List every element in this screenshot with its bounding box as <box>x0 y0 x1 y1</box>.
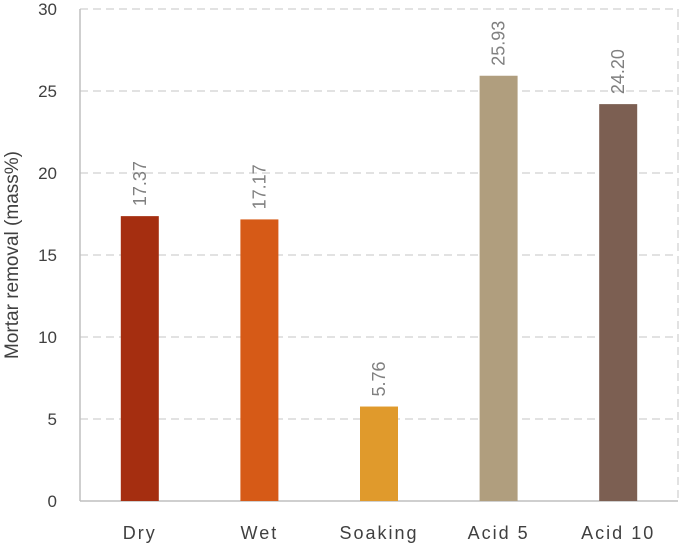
bar-acid-10 <box>599 104 638 502</box>
y-tick-label: 25 <box>38 82 57 101</box>
bars <box>120 75 638 502</box>
data-label: 24.20 <box>608 49 628 94</box>
y-tick-label: 5 <box>48 410 57 429</box>
data-labels: 17.37 17.17 5.76 25.93 24.20 <box>130 21 628 397</box>
data-label: 5.76 <box>369 361 389 396</box>
bar-wet <box>240 219 279 502</box>
x-tick-label: Acid 5 <box>468 523 530 543</box>
x-tick-label: Wet <box>241 523 279 543</box>
y-axis-title: Mortar removal (mass%) <box>2 151 23 359</box>
bar-acid-5 <box>479 75 518 502</box>
x-tick-label: Acid 10 <box>581 523 655 543</box>
data-label: 17.37 <box>130 161 150 206</box>
x-tick-label: Dry <box>123 523 157 543</box>
data-label: 25.93 <box>489 21 509 66</box>
y-tick-label: 0 <box>48 492 57 511</box>
x-axis-ticks: Dry Wet Soaking Acid 5 Acid 10 <box>123 523 655 543</box>
bar-soaking <box>360 406 398 501</box>
y-tick-label: 30 <box>38 0 57 19</box>
x-tick-label: Soaking <box>339 523 418 543</box>
y-tick-label: 15 <box>38 246 57 265</box>
y-axis-ticks: 0 5 10 15 20 25 30 <box>38 0 57 511</box>
bar-dry <box>120 216 159 501</box>
data-label: 17.17 <box>249 164 269 209</box>
y-tick-label: 10 <box>38 328 57 347</box>
y-tick-label: 20 <box>38 164 57 183</box>
